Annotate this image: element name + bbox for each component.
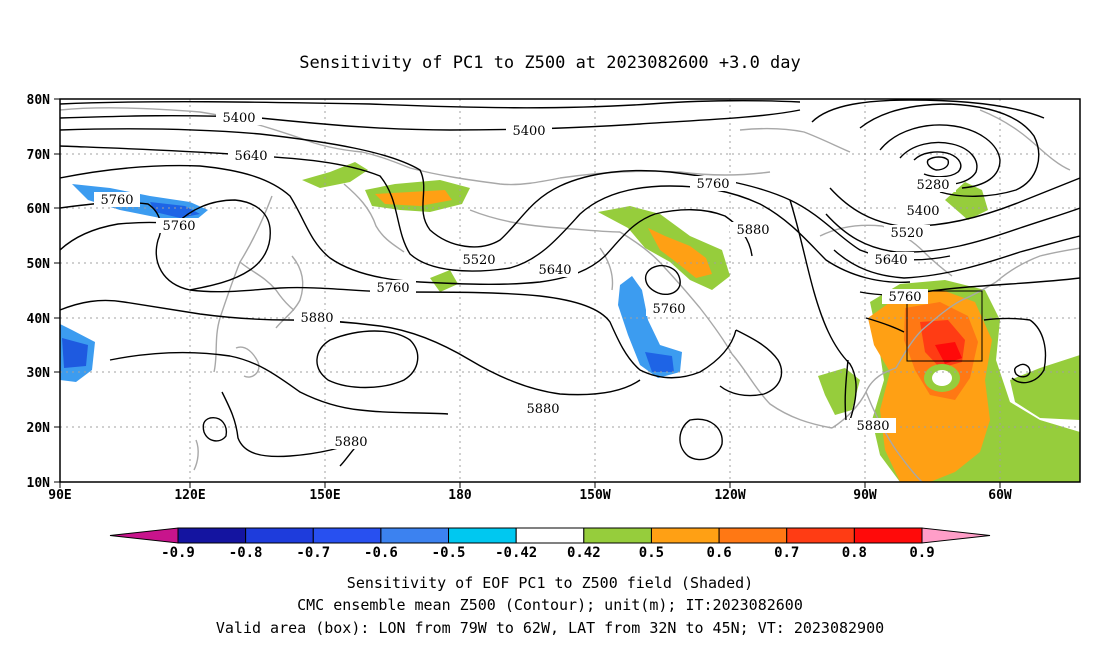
contour-label: 5520 — [462, 253, 495, 268]
lon-label: 180 — [448, 488, 472, 503]
contour-label: 5760 — [162, 219, 195, 234]
colorbar-tick-label: 0.9 — [909, 545, 934, 561]
contour-label: 5760 — [888, 290, 921, 305]
colorbar-tick-label: -0.6 — [364, 545, 398, 561]
lat-label: 50N — [27, 257, 51, 272]
positive-sensitivity-core-gulf-of-alaska — [648, 228, 712, 278]
contour-label: 5880 — [736, 223, 769, 238]
colorbar-tick-label: -0.7 — [296, 545, 330, 561]
valid-area-box — [906, 290, 983, 362]
colorbar-segment — [380, 527, 450, 544]
negative-sensitivity-region-east-pacific — [618, 276, 682, 378]
caption-line-1: Sensitivity of EOF PC1 to Z500 field (Sh… — [347, 574, 753, 592]
lon-label: 90E — [48, 488, 71, 503]
contour-label: 5400 — [512, 124, 545, 139]
lat-label: 80N — [27, 93, 51, 108]
caption-line-3: Valid area (box): LON from 79W to 62W, L… — [216, 619, 884, 637]
lon-label: 150W — [579, 488, 610, 503]
colorbar-tick-label: 0.7 — [774, 545, 799, 561]
sensitivity-hole-carolinas-inner — [932, 370, 952, 386]
contour-label: 5640 — [538, 263, 571, 278]
colorbar-segment — [448, 527, 517, 544]
tick-marks — [54, 98, 1001, 488]
contour-label: 5760 — [100, 193, 133, 208]
figure-title: Sensitivity of PC1 to Z500 at 2023082600… — [299, 53, 801, 73]
positive-sensitivity-region-siberia — [302, 162, 368, 188]
contour-label: 5880 — [856, 419, 889, 434]
colorbar-segment — [245, 527, 314, 544]
positive-sensitivity-region-north-pacific — [430, 270, 458, 292]
contour-label: 5760 — [376, 281, 409, 296]
colorbar-segment — [853, 527, 923, 544]
colorbar-tick-label: -0.42 — [495, 545, 537, 561]
contour-label-group: 5400 5400 5640 5760 5760 5520 5640 5760 … — [94, 110, 956, 450]
contour-label: 5640 — [874, 253, 907, 268]
lat-label: 40N — [27, 312, 51, 327]
colorbar-segment — [650, 527, 720, 544]
colorbar-tick-label: 0.6 — [706, 545, 731, 561]
lon-label: 150E — [309, 488, 340, 503]
colorbar-segment — [786, 527, 855, 544]
caption-line-2: CMC ensemble mean Z500 (Contour); unit(m… — [297, 596, 803, 614]
longitude-labels: 90E 120E 150E 180 150W 120W 90W 60W — [48, 488, 1012, 503]
lat-label: 70N — [27, 148, 51, 163]
z500-contours — [60, 99, 1080, 467]
lat-label: 20N — [27, 421, 51, 436]
colorbar-right-triangle — [921, 527, 991, 544]
positive-sensitivity-region-mexico — [818, 368, 860, 415]
colorbar-left-triangle — [109, 527, 179, 544]
contour-label: 5640 — [234, 149, 267, 164]
colorbar-tick-label: -0.5 — [432, 545, 466, 561]
lon-label: 120E — [174, 488, 205, 503]
contour-label: 5880 — [334, 435, 367, 450]
colorbar-segment — [312, 527, 382, 544]
contour-label: 5520 — [890, 226, 923, 241]
map-frame — [59, 98, 1081, 483]
contour-label: 5400 — [906, 204, 939, 219]
sensitivity-shading — [60, 162, 1080, 482]
colorbar-tick-label: -0.8 — [229, 545, 263, 561]
colorbar-tick-label: 0.42 — [567, 545, 601, 561]
coastlines — [60, 107, 1080, 482]
latitude-labels: 80N 70N 60N 50N 40N 30N 20N 10N — [27, 93, 51, 491]
lon-label: 60W — [988, 488, 1012, 503]
negative-sensitivity-core-india — [62, 338, 88, 368]
contour-label: 5760 — [652, 302, 685, 317]
colorbar-segment — [583, 527, 652, 544]
lon-label: 90W — [853, 488, 877, 503]
negative-sensitivity-core-east-pacific — [645, 352, 674, 372]
positive-sensitivity-max-core — [935, 342, 962, 364]
colorbar-segment — [515, 527, 585, 544]
colorbar-tick-label: 0.5 — [639, 545, 664, 561]
contour-label: 5760 — [696, 177, 729, 192]
positive-sensitivity-core-kamchatka — [375, 190, 452, 206]
lat-label: 10N — [27, 476, 51, 491]
contour-label: 5400 — [222, 111, 255, 126]
positive-sensitivity-region-atlantic — [1010, 355, 1080, 420]
lat-label: 30N — [27, 366, 51, 381]
colorbar-segment — [718, 527, 788, 544]
contour-label: 5880 — [526, 402, 559, 417]
colorbar-tick-label: -0.9 — [161, 545, 195, 561]
colorbar-tick-label: 0.8 — [842, 545, 867, 561]
contour-label: 5880 — [300, 311, 333, 326]
colorbar: -0.9 -0.8 -0.7 -0.6 -0.5 -0.42 0.42 0.5 0.6 0.7 0.… — [109, 527, 991, 561]
lat-label: 60N — [27, 202, 51, 217]
colorbar-segment — [177, 527, 247, 544]
lon-label: 120W — [714, 488, 745, 503]
map-panel: 5400 5400 5640 5760 5760 5520 5640 5760 … — [27, 93, 1081, 503]
contour-label: 5280 — [916, 178, 949, 193]
